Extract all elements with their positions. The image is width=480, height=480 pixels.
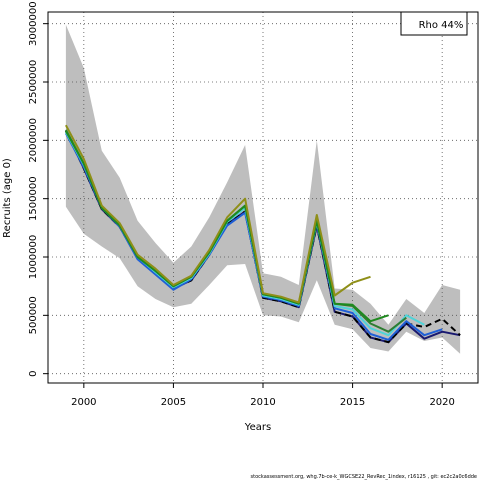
y-tick-label: 2500000 <box>28 60 39 105</box>
confidence-band-layer <box>65 24 461 354</box>
series-layer <box>64 124 461 344</box>
x-axis-label: Years <box>244 422 271 433</box>
y-tick-label: 2000000 <box>28 118 39 163</box>
footnote: stockassessment.org, whg.7b-ce-k_WGCSE22… <box>251 474 477 480</box>
axis-layer: 2000 2005 2010 2015 2020 0 500000 1000000 150000… <box>28 1 455 408</box>
y-tick-label: 1500000 <box>28 176 39 221</box>
legend-text: Rho 44% <box>419 20 464 31</box>
legend-box <box>400 11 468 36</box>
confidence-band <box>65 24 461 354</box>
y-tick-label: 500000 <box>28 296 39 334</box>
y-tick-label: 1000000 <box>28 235 39 280</box>
series-line-7 <box>65 124 371 304</box>
x-tick-label: 2010 <box>250 397 275 408</box>
y-axis-label: Recruits (age 0) <box>2 158 13 238</box>
x-tick-label: 2015 <box>340 397 365 408</box>
x-tick-label: 2000 <box>71 397 96 408</box>
y-tick-label: 3000000 <box>28 1 39 46</box>
y-tick-label: 0 <box>28 371 39 377</box>
x-tick-label: 2020 <box>429 397 454 408</box>
legend: Rho 44% <box>400 11 468 36</box>
series-line-6 <box>65 130 389 323</box>
x-tick-label: 2005 <box>161 397 186 408</box>
